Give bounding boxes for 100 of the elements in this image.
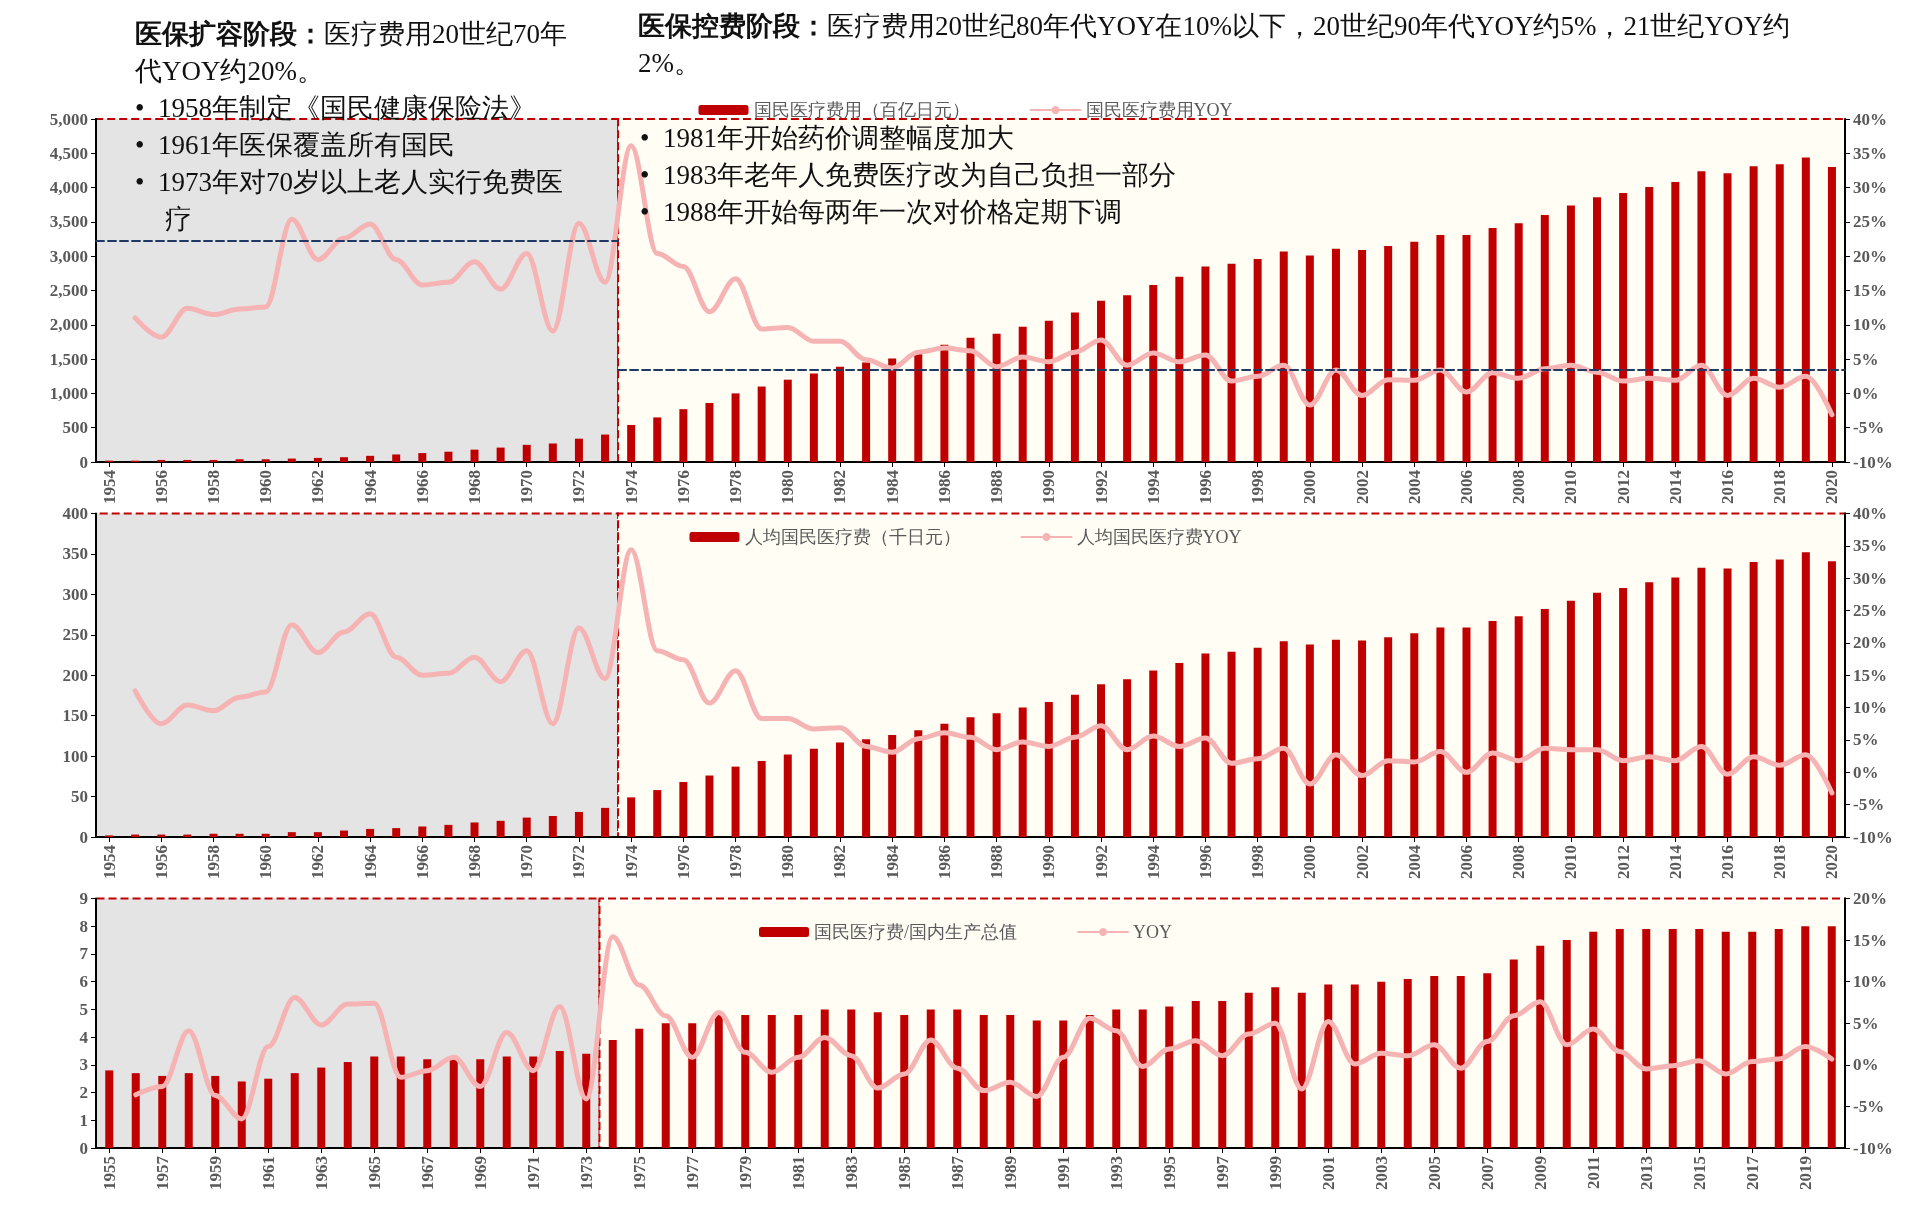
x-tick-label: 1972 [569, 470, 589, 504]
x-tick-label: 2014 [1665, 469, 1685, 504]
y-tick-label: 4 [79, 1027, 89, 1047]
y2-tick-label: 20% [1853, 889, 1887, 908]
y2-tick-label: 0% [1853, 762, 1879, 782]
y-tick-label: 9 [79, 889, 88, 908]
y2-tick-label: 20% [1853, 246, 1887, 266]
x-tick-label: 2002 [1352, 845, 1372, 879]
y-tick-label: 6 [79, 972, 88, 992]
x-tick-label: 1961 [258, 1156, 278, 1190]
x-tick-label: 1968 [465, 470, 485, 504]
y-tick-label: 0 [79, 1138, 88, 1158]
y-tick-label: 5,000 [49, 109, 88, 129]
x-tick-label: 1966 [412, 470, 432, 504]
x-tick-label: 2000 [1300, 470, 1320, 504]
x-tick-label: 1976 [673, 845, 693, 879]
legend-label: 人均国民医疗费YOY [1076, 527, 1242, 547]
y2-tick-label: 20% [1853, 633, 1887, 653]
x-tick-label: 1987 [947, 1155, 967, 1190]
x-tick-label: 1971 [523, 1156, 543, 1190]
annotation: • 1983年老年人免费医疗改为自己负担一部分 [640, 159, 1177, 192]
x-tick-label: 1976 [673, 470, 693, 504]
y2-tick-label: 25% [1853, 601, 1887, 621]
y2-tick-label: -5% [1853, 418, 1885, 438]
x-tick-label: 1966 [412, 845, 432, 879]
x-tick-label: 1980 [778, 845, 798, 879]
y2-tick-label: 30% [1853, 568, 1887, 588]
y2-tick-label: 5% [1853, 730, 1879, 750]
x-tick-label: 1992 [1091, 845, 1111, 879]
y2-tick-label: 5% [1853, 1013, 1879, 1033]
annotation: • 1988年开始每两年一次对价格定期下调 [640, 196, 1123, 229]
y2-tick-label: 0% [1853, 1055, 1879, 1075]
x-tick-label: 2010 [1561, 470, 1581, 504]
x-tick-label: 1982 [830, 845, 850, 879]
x-tick-label: 2019 [1795, 1156, 1815, 1190]
x-tick-label: 2017 [1742, 1155, 1762, 1190]
x-tick-label: 1988 [987, 470, 1007, 504]
x-tick-label: 1990 [1039, 845, 1059, 879]
legend-label: 国民医疗费/国内生产总值 [814, 922, 1018, 942]
x-tick-label: 1998 [1248, 470, 1268, 504]
y-tick-label: 2,500 [49, 281, 88, 300]
y-tick-label: 3,500 [49, 212, 88, 232]
x-tick-label: 1999 [1265, 1156, 1285, 1190]
x-tick-label: 1978 [726, 470, 746, 504]
y-tick-label: 0 [79, 827, 88, 847]
x-tick-label: 1982 [830, 470, 850, 504]
x-tick-label: 2018 [1770, 470, 1790, 504]
x-tick-label: 1960 [256, 845, 276, 879]
y2-tick-label: 15% [1853, 281, 1887, 300]
x-tick-label: 1981 [788, 1156, 808, 1190]
x-tick-label: 2008 [1509, 470, 1529, 504]
y-tick-label: 3,000 [49, 246, 88, 266]
x-tick-label: 2000 [1300, 845, 1320, 879]
y-tick-label: 250 [62, 625, 88, 645]
x-tick-label: 2020 [1822, 470, 1842, 504]
y2-tick-label: 15% [1853, 930, 1887, 950]
x-tick-label: 2006 [1456, 470, 1476, 504]
y2-tick-label: 25% [1853, 212, 1887, 232]
y-tick-label: 7 [79, 944, 89, 964]
y-tick-label: 5 [79, 999, 88, 1019]
x-tick-label: 1970 [517, 470, 537, 504]
annotation: • 1981年开始药价调整幅度加大 [640, 122, 1015, 155]
y2-tick-label: -5% [1853, 1096, 1885, 1116]
x-tick-label: 1972 [569, 845, 589, 879]
x-tick-label: 2010 [1561, 845, 1581, 879]
annotation: • 1958年制定《国民健康保险法》 [135, 92, 537, 125]
x-tick-label: 2008 [1509, 845, 1529, 879]
x-tick-label: 2016 [1718, 470, 1738, 504]
y2-tick-label: 40% [1853, 109, 1887, 129]
x-tick-label: 1991 [1053, 1156, 1073, 1190]
x-tick-label: 1965 [364, 1156, 384, 1190]
x-tick-label: 2012 [1613, 845, 1633, 879]
legend-label: 国民医疗费用YOY [1085, 100, 1233, 120]
x-tick-label: 1974 [621, 469, 641, 504]
x-tick-label: 1967 [417, 1155, 437, 1190]
y-tick-label: 300 [62, 584, 88, 604]
x-tick-label: 2011 [1583, 1156, 1603, 1190]
x-tick-label: 1993 [1106, 1156, 1126, 1190]
x-tick-label: 1956 [151, 845, 171, 879]
x-tick-label: 1968 [465, 845, 485, 879]
x-tick-label: 2001 [1318, 1156, 1338, 1190]
x-tick-label: 1983 [841, 1156, 861, 1190]
y2-tick-label: 10% [1853, 698, 1887, 718]
x-tick-label: 1958 [203, 470, 223, 504]
x-tick-label: 1990 [1039, 470, 1059, 504]
y-tick-label: 50 [71, 787, 88, 807]
x-tick-label: 1970 [517, 845, 537, 879]
x-tick-label: 1979 [735, 1156, 755, 1190]
x-tick-label: 2004 [1404, 469, 1424, 504]
y-tick-label: 200 [62, 665, 88, 685]
x-tick-label: 2003 [1371, 1156, 1391, 1190]
x-tick-label: 1985 [894, 1156, 914, 1190]
x-tick-label: 1984 [882, 469, 902, 504]
x-tick-label: 1973 [576, 1156, 596, 1190]
y-tick-label: 2 [79, 1083, 88, 1103]
x-tick-label: 1997 [1212, 1155, 1232, 1190]
x-tick-label: 1994 [1143, 469, 1163, 504]
x-tick-label: 1980 [778, 470, 798, 504]
y-tick-label: 350 [62, 544, 88, 564]
x-tick-label: 1996 [1195, 470, 1215, 504]
